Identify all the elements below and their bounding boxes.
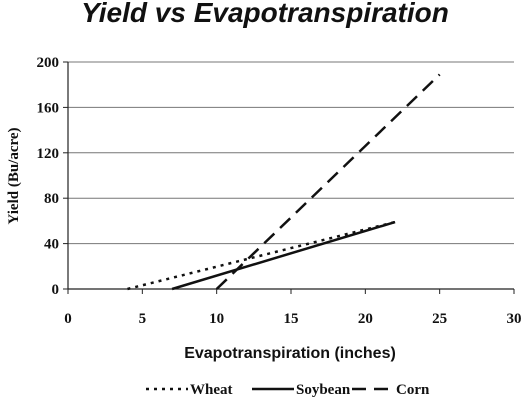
x-axis-label: Evapotranspiration (inches)	[184, 345, 396, 362]
y-tick-label: 0	[52, 282, 60, 298]
axis-layer	[63, 61, 515, 294]
series-line-wheat	[127, 220, 396, 291]
y-tick-label: 200	[37, 55, 60, 71]
legend-label-corn: Corn	[396, 382, 430, 398]
x-tick-label: 25	[432, 311, 447, 327]
y-tick-label: 40	[44, 237, 59, 253]
grid-layer	[68, 61, 514, 245]
x-tick-label: 10	[209, 311, 224, 327]
y-tick-label: 160	[37, 100, 60, 116]
tick-layer: 0 40 80 120 160 200 0 5 10 15 20 25 30	[37, 55, 522, 327]
series-layer	[127, 73, 441, 291]
legend-label-wheat: Wheat	[190, 382, 233, 398]
x-tick-label: 15	[284, 311, 299, 327]
x-tick-label: 30	[507, 311, 522, 327]
legend: Wheat Soybean Corn	[146, 382, 430, 398]
y-tick-label: 80	[44, 191, 59, 207]
series-line-corn	[215, 73, 441, 290]
x-tick-label: 0	[64, 311, 72, 327]
legend-label-soybean: Soybean	[296, 382, 351, 398]
series-line-soybean	[171, 220, 396, 291]
y-tick-label: 120	[37, 146, 60, 162]
x-tick-label: 5	[139, 311, 147, 327]
x-tick-label: 20	[358, 311, 373, 327]
y-axis-label: Yield (Bu/acre)	[6, 127, 22, 224]
chart-title: Yield vs Evapotranspiration	[81, 0, 449, 28]
